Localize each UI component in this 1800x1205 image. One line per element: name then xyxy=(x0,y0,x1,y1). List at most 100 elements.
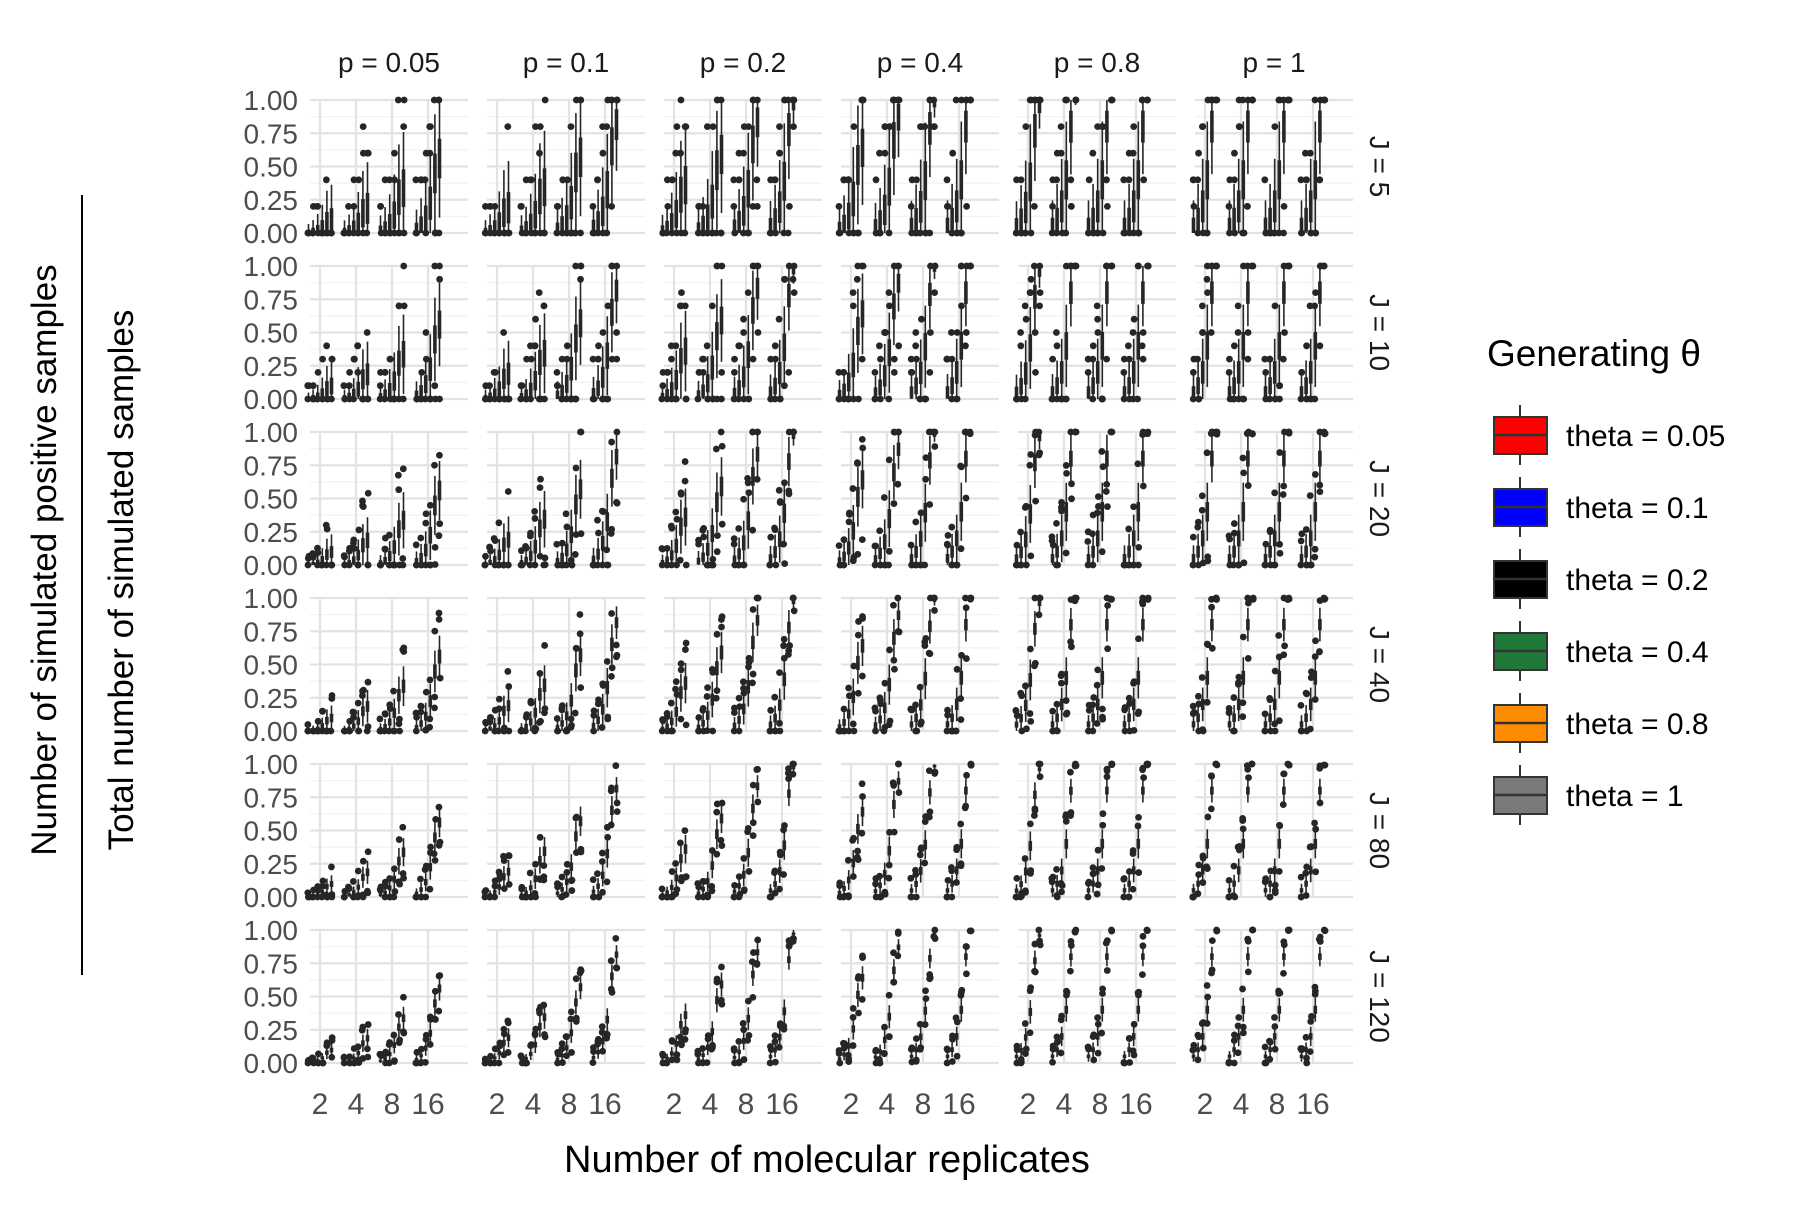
outlier-point xyxy=(1204,276,1211,283)
outlier-point xyxy=(944,176,951,183)
outlier-point xyxy=(1285,595,1292,602)
box-body xyxy=(610,299,614,326)
outlier-point xyxy=(341,894,348,901)
box-body xyxy=(1101,839,1105,849)
boxplot-theta-1-rep-8 xyxy=(577,429,584,537)
box-body xyxy=(1123,721,1127,727)
outlier-point xyxy=(1317,800,1324,807)
outlier-point xyxy=(731,356,738,363)
boxplot-theta-0.8-rep-8 xyxy=(1280,263,1288,363)
outlier-point xyxy=(532,515,539,522)
outlier-point xyxy=(614,808,621,815)
outlier-point xyxy=(1031,662,1038,669)
boxplot-theta-1-rep-2 xyxy=(1036,97,1044,129)
outlier-point xyxy=(912,519,919,526)
outlier-point xyxy=(1085,369,1092,376)
outlier-point xyxy=(1280,651,1287,658)
box-body xyxy=(928,452,932,468)
outlier-point xyxy=(772,356,779,363)
box-body xyxy=(1105,619,1109,630)
boxplot-theta-0.1-rep-8 xyxy=(735,150,742,233)
box-body xyxy=(773,546,777,558)
outlier-point xyxy=(1312,868,1319,875)
boxplot-theta-1-rep-8 xyxy=(1107,429,1115,436)
box-body xyxy=(502,538,506,552)
outlier-point xyxy=(1134,396,1141,403)
outlier-point xyxy=(885,875,892,882)
outlier-point xyxy=(890,657,897,664)
outlier-point xyxy=(872,543,879,550)
outlier-point xyxy=(1084,538,1091,545)
outlier-point xyxy=(492,203,499,210)
outlier-point xyxy=(1094,303,1101,310)
box-body xyxy=(1105,787,1109,795)
boxplot-theta-0.8-rep-16 xyxy=(431,988,439,1023)
outlier-point xyxy=(396,881,403,888)
outlier-point xyxy=(1017,529,1024,536)
facet-panel-r3-c2 xyxy=(659,595,822,735)
outlier-point xyxy=(877,396,884,403)
outlier-point xyxy=(1298,538,1305,545)
box-body xyxy=(783,504,787,523)
box-body xyxy=(352,556,356,564)
outlier-point xyxy=(1053,329,1060,336)
outlier-point xyxy=(745,663,752,670)
box-body xyxy=(1228,721,1232,727)
box-body xyxy=(1237,866,1241,874)
outlier-point xyxy=(401,97,408,104)
outlier-point xyxy=(1286,430,1293,437)
outlier-point xyxy=(391,1058,398,1065)
box-body xyxy=(433,325,437,353)
box-body xyxy=(684,166,688,204)
outlier-point xyxy=(1089,530,1096,537)
outlier-point xyxy=(772,230,779,237)
outlier-point xyxy=(1062,230,1069,237)
box-body xyxy=(1192,218,1196,233)
outlier-point xyxy=(740,316,747,323)
outlier-point xyxy=(518,203,525,210)
outlier-point xyxy=(431,850,438,857)
outlier-point xyxy=(1099,822,1106,829)
outlier-point xyxy=(609,664,616,671)
box-body xyxy=(919,531,923,547)
box-body xyxy=(964,787,968,795)
box-body xyxy=(861,300,865,327)
outlier-point xyxy=(401,230,408,237)
outlier-point xyxy=(1126,868,1133,875)
boxplot-theta-1-rep-2 xyxy=(328,864,335,901)
outlier-point xyxy=(1135,823,1142,830)
box-body xyxy=(720,307,724,335)
box-body xyxy=(1273,530,1277,546)
box-body xyxy=(433,832,437,842)
outlier-point xyxy=(573,396,580,403)
outlier-point xyxy=(930,123,937,130)
outlier-point xyxy=(913,356,920,363)
facet-col-strip-3: p = 0.4 xyxy=(877,47,963,78)
outlier-point xyxy=(1026,462,1033,469)
outlier-point xyxy=(1104,773,1111,780)
box-body xyxy=(670,718,674,725)
outlier-point xyxy=(957,695,964,702)
box-body xyxy=(701,552,705,561)
outlier-point xyxy=(699,527,706,534)
outlier-point xyxy=(390,688,397,695)
box-body xyxy=(1210,787,1214,795)
box-body xyxy=(679,686,683,699)
boxplot-theta-1-rep-8 xyxy=(1285,263,1293,270)
outlier-point xyxy=(1028,230,1035,237)
outlier-point xyxy=(750,671,757,678)
outlier-point xyxy=(1226,203,1233,210)
box-body xyxy=(393,371,397,390)
boxplot-theta-0.05-rep-16 xyxy=(412,176,420,236)
boxplot-theta-0.05-rep-2 xyxy=(1013,176,1020,236)
outlier-point xyxy=(695,884,702,891)
outlier-point xyxy=(1248,761,1255,768)
outlier-point xyxy=(669,176,676,183)
outlier-point xyxy=(1317,342,1324,349)
boxplot-theta-0.05-rep-8 xyxy=(1261,356,1269,403)
box-body xyxy=(1123,888,1127,892)
box-body xyxy=(874,889,878,893)
outlier-point xyxy=(1284,761,1291,768)
outlier-point xyxy=(426,150,433,157)
outlier-point xyxy=(664,369,671,376)
